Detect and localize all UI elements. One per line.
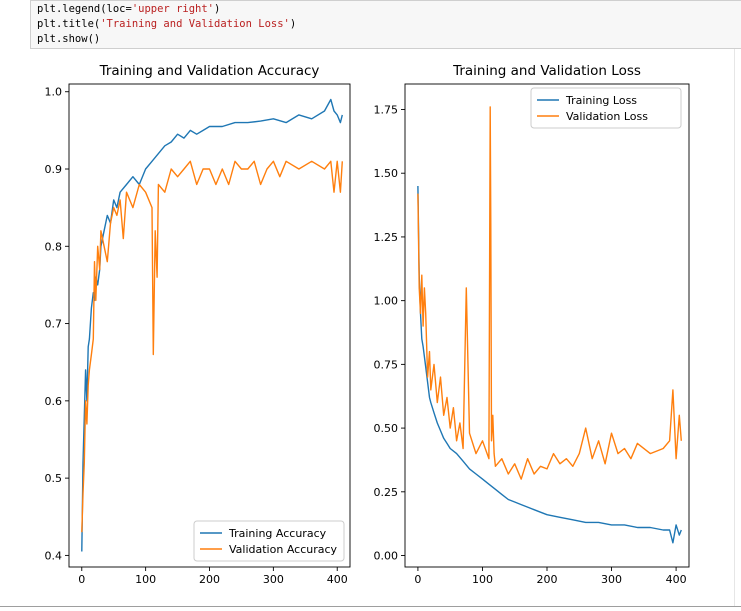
chart-2-y-tick-label: 0.00 [374, 550, 399, 563]
chart-2-title: Training and Validation Loss [452, 63, 641, 79]
chart-2-y-tick-label: 0.25 [374, 486, 399, 499]
chart-2-x-tick-label: 400 [666, 573, 687, 586]
code-cell[interactable]: plt.legend(loc='upper right') plt.title(… [30, 0, 741, 49]
chart-2-training-line [417, 185, 682, 544]
chart-2-legend-box [530, 87, 682, 129]
chart-1-plot-frame [68, 83, 351, 568]
chart-1-legend-label: Training Accuracy [228, 527, 327, 540]
chart-2-y-tick-label: 1.75 [374, 103, 399, 116]
code-line: plt.title('Training and Validation Loss'… [37, 18, 297, 30]
chart-2-y-tick-label: 1.50 [374, 167, 399, 180]
chart-2-y-tick-label: 0.75 [374, 358, 399, 371]
output-scroll-edge [734, 49, 735, 606]
chart-2-x-tick-label: 100 [472, 573, 493, 586]
chart-1-x-tick-label: 300 [263, 573, 284, 586]
chart-2-legend-label: Training Loss [565, 94, 637, 107]
chart-1-legend-box [193, 520, 345, 562]
chart-1-y-tick-label: 0.9 [45, 163, 63, 176]
chart-1-x-tick-label: 400 [327, 573, 348, 586]
chart-2-legend-label: Validation Loss [566, 110, 648, 123]
chart-1-legend-label: Validation Accuracy [229, 543, 338, 556]
chart-2-x-tick-label: 0 [414, 573, 421, 586]
code-line: plt.show() [37, 33, 101, 45]
chart-2-x-tick-label: 200 [537, 573, 558, 586]
chart-2-validation-line [417, 106, 682, 480]
chart-1-y-tick-label: 0.8 [45, 240, 63, 253]
chart-1-x-tick-label: 200 [199, 573, 220, 586]
chart-1-title: Training and Validation Accuracy [99, 63, 320, 79]
code-line: plt.legend(loc='upper right') [37, 3, 221, 15]
chart-2-y-tick-label: 1.00 [374, 295, 399, 308]
chart-1-x-tick-label: 0 [78, 573, 85, 586]
chart-2-y-tick-label: 1.25 [374, 231, 399, 244]
chart-2-y-tick-label: 0.50 [374, 422, 399, 435]
chart-1-y-tick-label: 0.7 [45, 318, 63, 331]
chart-1-validation-line [81, 160, 343, 533]
chart-1-y-tick-label: 1.0 [45, 86, 63, 99]
chart-1-y-tick-label: 0.5 [45, 472, 63, 485]
chart-1-x-tick-label: 100 [135, 573, 156, 586]
cell-divider [0, 606, 741, 607]
chart-1-y-tick-label: 0.6 [45, 395, 63, 408]
chart-1-training-line [81, 98, 343, 552]
chart-2-x-tick-label: 300 [601, 573, 622, 586]
chart-1-y-tick-label: 0.4 [45, 549, 63, 562]
chart-2-plot-frame [404, 83, 690, 568]
